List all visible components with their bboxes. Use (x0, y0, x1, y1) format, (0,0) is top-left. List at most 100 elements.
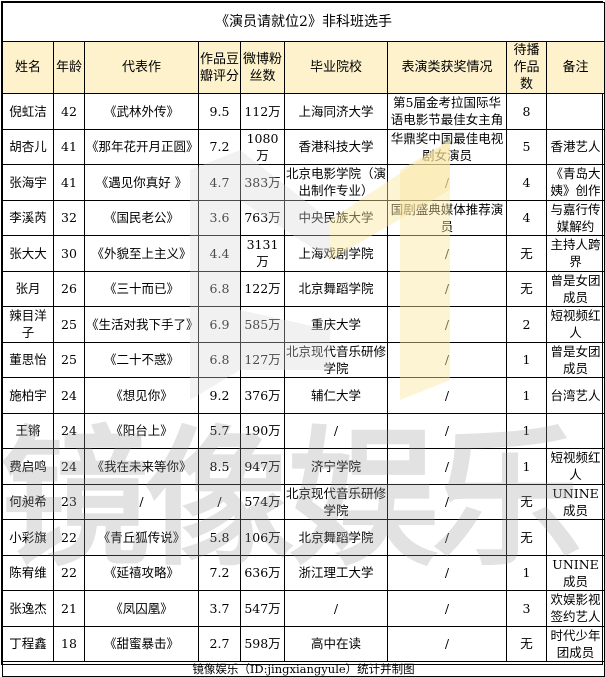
table-cell: 《武林外传》 (84, 93, 199, 130)
table-cell: / (387, 554, 507, 591)
table-cell: 短视频红人 (545, 448, 605, 485)
table-cell: 济宁学院 (284, 448, 388, 485)
table-row: 费启鸣 24 《我在未来等你》 8.5 947万 济宁学院/1 短视频红人 (2, 448, 605, 485)
table-cell: 9.2 (198, 377, 241, 414)
table-row: 王锵 24 《阳台上》 5.7 190万 //1 (2, 412, 605, 449)
table-cell: 香港艺人 (545, 128, 605, 165)
table-cell: 190万 (240, 412, 285, 449)
table-cell: 《青岛大姨》创作 (545, 164, 605, 201)
table-cell: 王锵 (2, 412, 54, 449)
table-cell: 8.5 (198, 448, 241, 485)
table-cell: / (387, 590, 507, 627)
table-cell: 《三十而已》 (84, 270, 199, 307)
table-cell: 3131万 (240, 235, 285, 272)
table-cell: / (387, 164, 507, 201)
table-cell: 574万 (240, 483, 285, 520)
table-cell: / (84, 483, 199, 520)
table-cell: 4 (506, 199, 547, 236)
table-cell: 127万 (240, 341, 285, 378)
table-cell: 陈宥维 (2, 554, 54, 591)
table-cell: 北京现代音乐研修学院 (284, 341, 388, 378)
table-cell: 时代少年团成员 (545, 625, 605, 662)
table-cell: 8 (506, 93, 547, 130)
table-cell: 636万 (240, 554, 285, 591)
table-cell: 6.9 (198, 306, 241, 343)
table-cell: 李溪芮 (2, 199, 54, 236)
table-cell: 22 (53, 519, 85, 556)
table-cell: 《凤囚凰》 (84, 590, 199, 627)
table-cell: 26 (53, 270, 85, 307)
table-cell: 3.7 (198, 590, 241, 627)
table-cell: 763万 (240, 199, 285, 236)
table-row: 丁程鑫 18 《甜蜜暴击》 2.7 598万 高中在读 / 无时代少年团成员 (2, 625, 605, 662)
table-cell: / (387, 483, 507, 520)
column-header: 待播作品数 (506, 41, 547, 94)
table-cell: 《延禧攻略》 (84, 554, 199, 591)
table-cell: 5.8 (198, 519, 241, 556)
table-cell: 胡杏儿 (2, 128, 54, 165)
table-cell: / (284, 590, 388, 627)
table-cell: 上海戏剧学院 (284, 235, 388, 272)
table-row: 小彩旗 22 《青丘狐传说》 5.8 106万 北京舞蹈学院 / 无 (2, 519, 605, 556)
table-cell: 高中在读 (284, 625, 388, 662)
table-cell (545, 519, 605, 556)
table-row: 张海宇 41 《遇见你真好 》 4.7 383万 北京电影学院（演出制作专业）/4 《青岛大… (2, 164, 605, 201)
table-cell: 1 (506, 341, 547, 378)
table-cell: 5 (506, 128, 547, 165)
footer-credit: 镜像娱乐（ID:jingxiangyule）统计并制图 (1, 661, 605, 677)
table-cell: / (198, 483, 241, 520)
table-cell: 北京电影学院（演出制作专业） (284, 164, 388, 201)
table-cell: 张逸杰 (2, 590, 54, 627)
table-cell: / (387, 235, 507, 272)
table-cell: 7.2 (198, 128, 241, 165)
table-cell: 5.7 (198, 412, 241, 449)
column-header: 备注 (545, 41, 605, 94)
table-cell: 董思怡 (2, 341, 54, 378)
table-cell: 费启鸣 (2, 448, 54, 485)
table-cell: 浙江理工大学 (284, 554, 388, 591)
table-cell: / (387, 412, 507, 449)
table-cell: 122万 (240, 270, 285, 307)
table-row: 张逸杰 21 《凤囚凰》 3.7 547万 //3 欢娱影视签约艺人 (2, 590, 605, 627)
table-cell: 106万 (240, 519, 285, 556)
table-cell: 短视频红人 (545, 306, 605, 343)
table-cell: 欢娱影视签约艺人 (545, 590, 605, 627)
table-cell: 倪虹洁 (2, 93, 54, 130)
table-cell: 华鼎奖中国最佳电视剧女演员 (387, 128, 507, 165)
table-cell: / (387, 270, 507, 307)
table-row: 陈宥维 22 《延禧攻略》 7.2 636万 浙江理工大学/1 UNINE成员 (2, 554, 605, 591)
table-cell: 32 (53, 199, 85, 236)
table-cell: UNINE成员 (545, 483, 605, 520)
table-cell: 4.7 (198, 164, 241, 201)
table-cell: 2.7 (198, 625, 241, 662)
table-cell: 1 (506, 412, 547, 449)
table-cell: 383万 (240, 164, 285, 201)
table-row: 施柏宇 24 《想见你》 9.2 376万 辅仁大学/1 台湾艺人 (2, 377, 605, 414)
table-cell: 947万 (240, 448, 285, 485)
table-cell: 辅仁大学 (284, 377, 388, 414)
table-cell: UNINE成员 (545, 554, 605, 591)
table-cell: 4 (506, 164, 547, 201)
table-cell: 112万 (240, 93, 285, 130)
table-cell: 21 (53, 590, 85, 627)
table-cell: 《生活对我下手了》 (84, 306, 199, 343)
table-cell: 施柏宇 (2, 377, 54, 414)
table-cell: 无 (506, 270, 547, 307)
table-cell: 《阳台上》 (84, 412, 199, 449)
table-title: 《演员请就位2》非科班选手 (1, 2, 605, 42)
table-cell: 585万 (240, 306, 285, 343)
table-cell: 张月 (2, 270, 54, 307)
table-cell: 张大大 (2, 235, 54, 272)
table-cell: 3 (506, 590, 547, 627)
table-row: 何昶希 23//574万 北京现代音乐研修学院 / 无 UNINE成员 (2, 483, 605, 520)
table-cell: 42 (53, 93, 85, 130)
table-cell: 1 (506, 448, 547, 485)
table-cell: 30 (53, 235, 85, 272)
table-cell: 18 (53, 625, 85, 662)
table-cell: 北京现代音乐研修学院 (284, 483, 388, 520)
table-cell: 1 (506, 377, 547, 414)
table-cell: 《青丘狐传说》 (84, 519, 199, 556)
table-cell (545, 412, 605, 449)
table-cell: 22 (53, 554, 85, 591)
